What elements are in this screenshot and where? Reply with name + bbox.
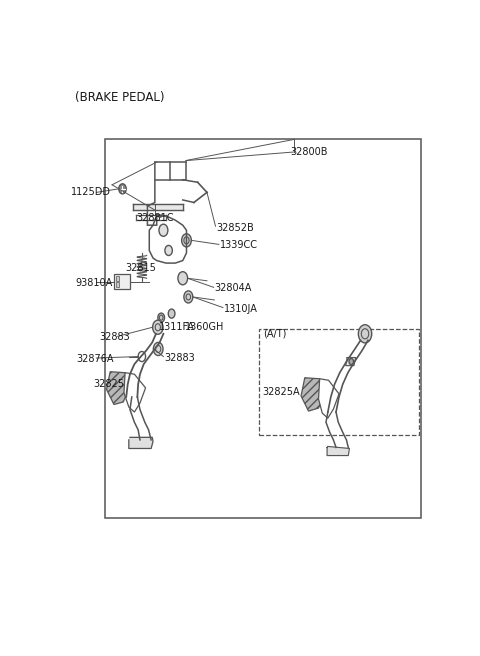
Text: 1310JA: 1310JA — [224, 304, 258, 314]
Text: 32883: 32883 — [99, 333, 130, 342]
Polygon shape — [327, 447, 349, 455]
Circle shape — [359, 325, 372, 343]
Circle shape — [158, 313, 165, 322]
Circle shape — [184, 291, 193, 303]
Text: 32883: 32883 — [164, 352, 195, 363]
Text: (A/T): (A/T) — [263, 329, 286, 338]
Circle shape — [168, 309, 175, 318]
Bar — [105, 139, 421, 518]
Circle shape — [181, 234, 192, 247]
Text: 32881C: 32881C — [136, 213, 174, 222]
Polygon shape — [107, 372, 129, 405]
Polygon shape — [124, 373, 145, 412]
Circle shape — [165, 245, 172, 255]
Circle shape — [178, 272, 188, 285]
Polygon shape — [346, 358, 356, 365]
Text: (BRAKE PEDAL): (BRAKE PEDAL) — [75, 91, 164, 104]
Circle shape — [159, 224, 168, 236]
Text: 32852B: 32852B — [216, 223, 254, 233]
Text: 1360GH: 1360GH — [185, 322, 224, 332]
Text: 1125DD: 1125DD — [71, 188, 111, 197]
Text: 93810A: 93810A — [75, 278, 112, 288]
Text: 32800B: 32800B — [290, 147, 328, 157]
Bar — [116, 282, 119, 287]
Polygon shape — [132, 204, 183, 210]
Text: 1311FA: 1311FA — [158, 322, 194, 332]
Circle shape — [154, 342, 163, 356]
Text: 32876A: 32876A — [77, 354, 114, 364]
Bar — [116, 276, 119, 281]
Text: 1339CC: 1339CC — [220, 240, 258, 251]
Text: 32815: 32815 — [125, 263, 156, 273]
Circle shape — [119, 184, 126, 194]
Bar — [114, 274, 130, 289]
Bar — [259, 329, 419, 435]
Text: 32804A: 32804A — [215, 283, 252, 293]
Circle shape — [153, 320, 163, 335]
Circle shape — [349, 359, 353, 365]
Polygon shape — [301, 378, 324, 411]
Text: 32825A: 32825A — [263, 387, 300, 397]
Text: 32825: 32825 — [94, 379, 124, 389]
Polygon shape — [129, 438, 153, 449]
Circle shape — [138, 352, 145, 361]
Polygon shape — [319, 379, 339, 418]
